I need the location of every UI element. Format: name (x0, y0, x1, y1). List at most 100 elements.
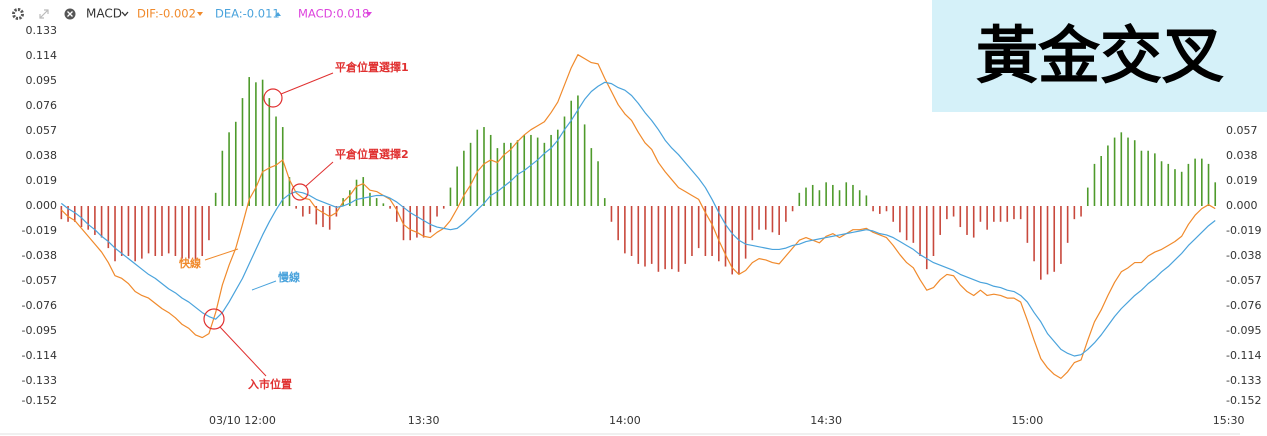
x-tick-label: 14:30 (810, 414, 842, 427)
histogram-bar (1180, 171, 1183, 206)
y-tick-label: -0.152 (22, 394, 57, 407)
histogram-bar (120, 206, 123, 256)
histogram-bar (416, 206, 418, 238)
annotation-text: 快線 (178, 256, 201, 270)
histogram-bar (872, 206, 874, 212)
histogram-bar (188, 206, 190, 259)
histogram-bar (798, 192, 801, 206)
histogram-bar (966, 206, 968, 235)
histogram-bar (375, 198, 378, 206)
histogram-bar (691, 206, 693, 256)
histogram-bar (442, 206, 445, 209)
expand-icon[interactable] (39, 9, 49, 19)
histogram-bar (530, 134, 532, 206)
annotation-text: 入市位置 (248, 377, 292, 391)
histogram-bar (818, 190, 821, 206)
histogram-bar (671, 206, 673, 270)
histogram-bar (1127, 137, 1129, 206)
y-tick-label: 0.076 (26, 99, 58, 112)
y-tick-label: -0.076 (22, 299, 57, 312)
y2-tick-label: -0.019 (1226, 224, 1261, 237)
y-tick-label: -0.095 (22, 324, 57, 337)
histogram-bar (1060, 206, 1062, 264)
histogram-bar (268, 98, 271, 206)
y2-tick-label: -0.038 (1226, 249, 1261, 262)
histogram-bar (228, 132, 230, 206)
histogram-bar (919, 206, 921, 256)
histogram-bar (959, 206, 962, 228)
histogram-bar (630, 206, 633, 256)
annotation-line (280, 72, 334, 95)
histogram-bar (248, 77, 250, 206)
histogram-bar (603, 198, 606, 206)
histogram-bar (60, 206, 63, 220)
indicator-name[interactable]: MACD (86, 7, 122, 21)
histogram-bar (778, 206, 780, 235)
histogram-bar (744, 206, 747, 259)
histogram-bar (389, 206, 391, 209)
histogram-bar (610, 206, 613, 222)
histogram-bar (986, 206, 988, 230)
histogram-bar (885, 206, 888, 212)
histogram-bar (295, 206, 297, 209)
histogram-bar (449, 187, 452, 206)
y-tick-label: 0.114 (26, 49, 58, 62)
histogram-bar (1100, 156, 1102, 206)
histogram-bar (161, 206, 163, 256)
histogram-bar (1019, 206, 1022, 220)
histogram-bar (563, 116, 566, 206)
histogram-bar (1154, 153, 1156, 206)
histogram-bar (1194, 158, 1196, 206)
settings-icon[interactable] (12, 8, 24, 20)
histogram-bar (355, 179, 358, 206)
histogram-bar (1080, 206, 1082, 217)
histogram-bar (436, 206, 438, 217)
annotation-text: 平倉位置選擇1 (335, 60, 409, 74)
histogram-bar (234, 121, 237, 206)
histogram-bar (87, 206, 89, 230)
histogram-bar (637, 206, 640, 264)
histogram-bar (1086, 187, 1089, 206)
x-tick-label: 14:00 (609, 414, 641, 427)
y-tick-label: -0.114 (22, 349, 57, 362)
histogram-bar (536, 137, 539, 206)
histogram-bar (1053, 206, 1056, 272)
histogram-bar (543, 142, 546, 206)
histogram-bar (697, 206, 700, 249)
histogram-bar (456, 166, 458, 206)
histogram-bar (221, 150, 224, 206)
histogram-bar (255, 82, 257, 206)
legend-entry: DEA:-0.011 (215, 7, 280, 21)
histogram-bar (80, 206, 83, 228)
y2-tick-label: -0.114 (1226, 349, 1261, 362)
histogram-bar (865, 195, 868, 206)
histogram-bar (785, 206, 787, 222)
histogram-bar (349, 190, 351, 206)
histogram-bar (912, 206, 915, 243)
x-tick-label: 13:30 (408, 414, 440, 427)
x-tick-label: 15:00 (1012, 414, 1044, 427)
histogram-bar (302, 206, 304, 217)
histogram-bar (476, 129, 479, 206)
histogram-bar (429, 206, 432, 233)
x-tick-label: 15:30 (1213, 414, 1245, 427)
histogram-bar (503, 142, 505, 206)
histogram-bar (1066, 206, 1069, 243)
series-line (60, 54, 1216, 379)
histogram-bar (214, 192, 217, 206)
histogram-bar (791, 206, 794, 212)
histogram-bar (510, 142, 512, 206)
series-line (60, 81, 1216, 357)
histogram-bar (805, 187, 807, 206)
histogram-bar (597, 161, 599, 206)
histogram-bar (134, 206, 136, 262)
histogram-bar (1013, 206, 1015, 220)
histogram-bar (879, 206, 881, 214)
histogram-bar (657, 206, 660, 272)
histogram-bar (489, 134, 492, 206)
dropdown-caret[interactable] (121, 11, 129, 17)
y-tick-label: -0.019 (22, 224, 57, 237)
histogram-bar (832, 184, 834, 206)
y-tick-label: 0.000 (26, 199, 58, 212)
annotation-circle (203, 308, 225, 330)
